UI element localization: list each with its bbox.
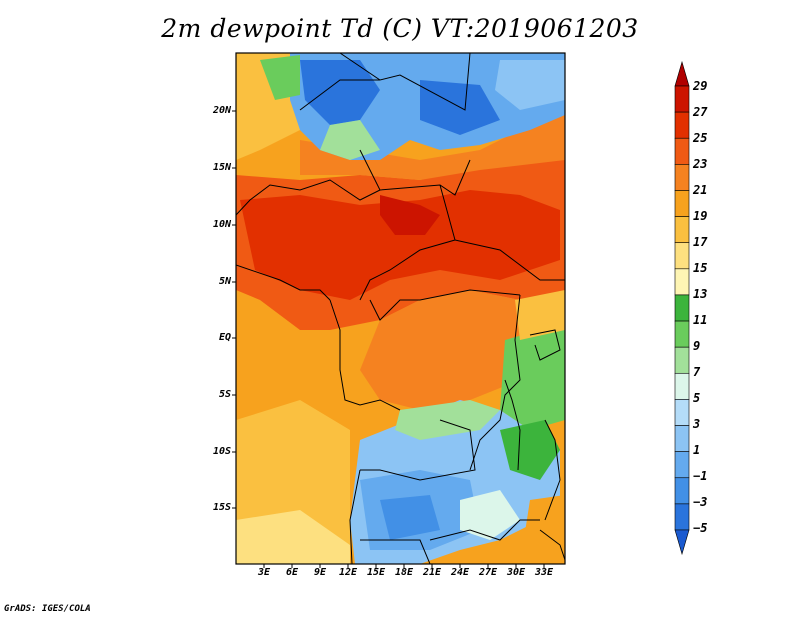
colorbar-segment: [674, 529, 690, 556]
colorbar-segment: [674, 268, 690, 296]
colorbar-segment: [674, 425, 690, 452]
colorbar-segment: [674, 294, 690, 322]
colorbar-segment: [674, 477, 690, 505]
dewpoint-field: [236, 53, 565, 564]
colorbar-segment: [674, 242, 690, 270]
lat-label-5n: 5N: [218, 276, 231, 287]
colorbar-segment: [674, 399, 690, 426]
lon-label-27e: 27E: [478, 567, 498, 578]
lat-label-eq: EQ: [218, 332, 231, 343]
lon-label-30e: 30E: [506, 567, 526, 578]
colorbar-segment: [674, 111, 690, 139]
map-title: 2m dewpoint Td (C) VT:2019061203: [161, 14, 639, 43]
lat-label-5s: 5S: [218, 389, 231, 400]
colorbar-label-25: 25: [693, 131, 708, 145]
colorbar-label-9: 9: [693, 339, 701, 353]
colorbar-label-11: 11: [693, 313, 708, 327]
colorbar-segment: [674, 60, 690, 87]
lat-label-15s: 15S: [212, 502, 231, 513]
colorbar-label-29: 29: [693, 79, 708, 93]
lat-label-15n: 15N: [212, 162, 231, 173]
lat-label-20n: 20N: [212, 105, 231, 116]
colorbar-label-15: 15: [693, 261, 708, 275]
colorbar-label-13: 13: [693, 287, 708, 301]
colorbar-label-27: 27: [693, 105, 708, 119]
lon-label-3e: 3E: [257, 567, 271, 578]
colorbar-segment: [674, 137, 690, 165]
lon-label-21e: 21E: [422, 567, 442, 578]
colorbar-label-23: 23: [693, 157, 708, 171]
lon-label-18e: 18E: [394, 567, 414, 578]
lon-label-9e: 9E: [313, 567, 327, 578]
colorbar-label-minus3: −3: [693, 495, 708, 509]
lon-label-15e: 15E: [366, 567, 386, 578]
colorbar-label-3: 3: [693, 417, 701, 431]
colorbar-segment: [674, 320, 690, 348]
colorbar-segment: [674, 346, 690, 374]
colorbar-label-19: 19: [693, 209, 708, 223]
lat-label-10n: 10N: [212, 219, 231, 230]
colorbar-segment: [674, 372, 690, 400]
colorbar-label-21: 21: [693, 183, 708, 197]
map-frame: [235, 52, 566, 565]
colorbar-label-7: 7: [693, 365, 701, 379]
lat-label-10s: 10S: [212, 446, 231, 457]
colorbar-label-minus1: −1: [693, 469, 708, 483]
country-borders: [236, 53, 565, 564]
lon-label-33e: 33E: [534, 567, 554, 578]
colorbar-segment: [674, 85, 690, 113]
colorbar: [674, 60, 690, 556]
lon-label-24e: 24E: [450, 567, 470, 578]
longitude-ticks: [263, 564, 545, 568]
colorbar-label-5: 5: [693, 391, 701, 405]
colorbar-label-minus5: −5: [693, 521, 708, 535]
colorbar-label-17: 17: [693, 235, 708, 249]
lon-label-12e: 12E: [338, 567, 358, 578]
colorbar-label-1: 1: [693, 443, 701, 457]
lon-label-6e: 6E: [285, 567, 299, 578]
colorbar-segment: [674, 503, 690, 531]
latitude-ticks: [232, 110, 236, 509]
colorbar-segment: [674, 451, 690, 479]
colorbar-segment: [674, 190, 690, 217]
colorbar-segment: [674, 164, 690, 191]
grads-credit: GrADS: IGES/COLA: [4, 604, 91, 614]
colorbar-segment: [674, 216, 690, 244]
